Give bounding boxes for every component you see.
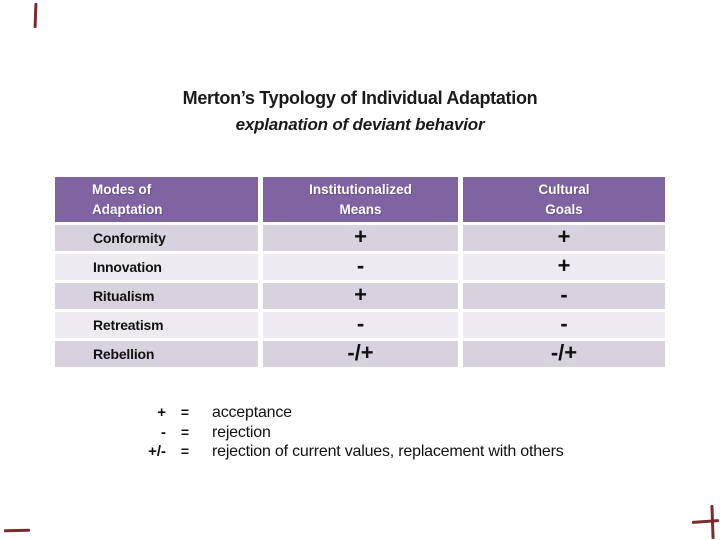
legend-description: rejection of current values, replacement…: [212, 443, 564, 460]
legend-item-acceptance: + = acceptance: [130, 404, 564, 424]
legend-description: acceptance: [212, 404, 292, 421]
typology-table: Modes of Adaptation Institutionalized Me…: [55, 177, 665, 367]
slide-title-block: Merton’s Typology of Individual Adaptati…: [0, 84, 720, 137]
legend-symbol: -: [161, 423, 166, 441]
legend-symbol: +: [157, 404, 166, 421]
legend-item-rejection-replacement: +/- = rejection of current values, repla…: [130, 443, 564, 463]
row-label-innovation: Innovation: [55, 254, 258, 280]
cell-retreatism-means: -: [263, 312, 458, 338]
cell-rebellion-means: -/+: [263, 341, 458, 367]
row-label-ritualism: Ritualism: [55, 283, 258, 309]
column-header-institutionalized-means: Institutionalized Means: [263, 177, 458, 222]
cell-innovation-means: -: [263, 254, 458, 280]
column-header-modes-of-adaptation: Modes of Adaptation: [55, 177, 258, 222]
cell-retreatism-goals: -: [463, 312, 665, 338]
cell-ritualism-goals: -: [463, 283, 665, 309]
cell-conformity-means: +: [263, 225, 458, 251]
symbol-legend: + = acceptance - = rejection +/- = rejec…: [130, 404, 564, 463]
row-label-retreatism: Retreatism: [55, 312, 258, 338]
cell-innovation-goals: +: [463, 254, 665, 280]
row-label-conformity: Conformity: [55, 225, 258, 251]
row-label-rebellion: Rebellion: [55, 341, 258, 367]
column-header-cultural-goals: Cultural Goals: [463, 177, 665, 222]
slide-title: Merton’s Typology of Individual Adaptati…: [182, 88, 538, 108]
cell-conformity-goals: +: [463, 225, 665, 251]
frame-sketch-mark-bottom-right-horizontal: [691, 519, 720, 524]
frame-sketch-mark-top-left: [33, 2, 38, 29]
cell-rebellion-goals: -/+: [463, 341, 665, 367]
legend-equals-sign: =: [180, 423, 190, 440]
legend-equals-sign: =: [180, 443, 190, 459]
frame-sketch-mark-bottom-left: [3, 528, 31, 533]
slide-subtitle: explanation of deviant behavior: [235, 115, 485, 134]
legend-equals-sign: =: [180, 404, 190, 420]
legend-description: rejection: [212, 423, 271, 441]
legend-symbol: +/-: [148, 443, 166, 460]
cell-ritualism-means: +: [263, 283, 458, 309]
legend-item-rejection: - = rejection: [130, 424, 564, 444]
